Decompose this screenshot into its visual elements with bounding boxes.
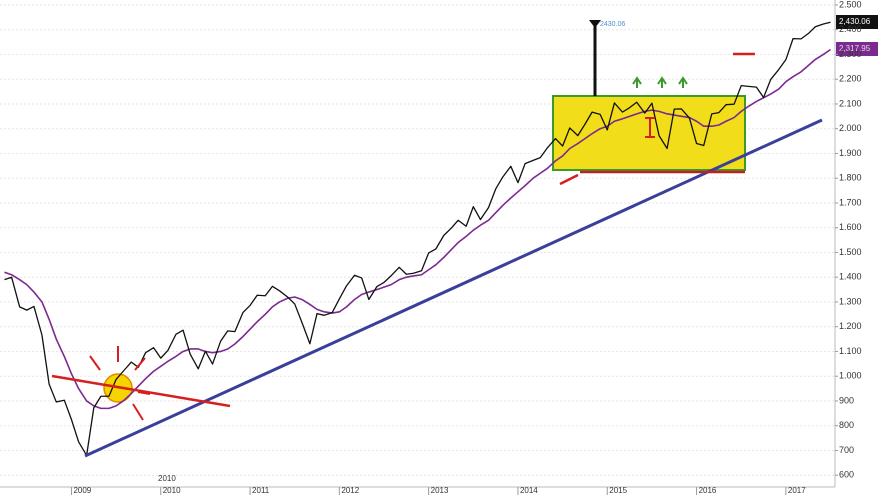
- ma-tag: [836, 42, 878, 56]
- red-dash: [559, 173, 579, 186]
- y-tick-label: 800: [839, 420, 854, 430]
- y-tick-label: 1.700: [839, 197, 862, 207]
- y-tick-label: 600: [839, 470, 854, 480]
- target-label: 2430.06: [600, 21, 625, 28]
- x-tick-label: 2014: [520, 486, 538, 495]
- y-tick-label: 2.300: [839, 49, 862, 59]
- y-tick-label: 1.800: [839, 173, 862, 183]
- y-tick-label: 900: [839, 395, 854, 405]
- small-label: 2010: [158, 474, 176, 483]
- y-tick-label: 1.600: [839, 222, 862, 232]
- y-tick-label: 2.000: [839, 123, 862, 133]
- x-tick-label: 2009: [73, 486, 91, 495]
- trend-line: [84, 118, 823, 458]
- x-tick-label: 2015: [609, 486, 627, 495]
- ray: [89, 355, 101, 371]
- up-arrow: [657, 76, 667, 88]
- data-layer: [4, 21, 831, 457]
- target-head: [589, 20, 601, 28]
- y-tick-label: 700: [839, 445, 854, 455]
- y-tick-label: 1.100: [839, 346, 862, 356]
- x-tick-label: 2013: [431, 486, 449, 495]
- y-tick-label: 1.200: [839, 321, 862, 331]
- x-tick-label: 2010: [163, 486, 181, 495]
- ma-tag-label: 2,317.95: [839, 44, 871, 53]
- drawings: 2430.06 2010 2,430.06 2,317.95: [51, 15, 878, 483]
- x-tick-label: 2012: [341, 486, 359, 495]
- red-line: [51, 374, 231, 408]
- ray: [132, 403, 144, 421]
- x-tick-label: 2017: [788, 486, 806, 495]
- price-tag-label: 2,430.06: [839, 17, 871, 26]
- up-arrow: [632, 76, 642, 88]
- x-tick-label: 2011: [252, 486, 270, 495]
- price-tag: [836, 15, 878, 29]
- y-tick-label: 2.200: [839, 74, 862, 84]
- y-tick-label: 1.500: [839, 247, 862, 257]
- up-arrow: [678, 76, 688, 88]
- series-line: [4, 48, 831, 410]
- y-tick-label: 1.000: [839, 371, 862, 381]
- grid: [0, 4, 835, 476]
- series-line: [4, 21, 831, 457]
- ray: [134, 357, 146, 371]
- y-tick-label: 2.100: [839, 98, 862, 108]
- y-tick-label: 1.400: [839, 272, 862, 282]
- y-tick-label: 2.400: [839, 24, 862, 34]
- y-tick-label: 1.900: [839, 148, 862, 158]
- x-tick-label: 2016: [699, 486, 717, 495]
- ray: [137, 391, 151, 395]
- y-tick-label: 2.500: [839, 0, 862, 9]
- y-tick-label: 1.300: [839, 296, 862, 306]
